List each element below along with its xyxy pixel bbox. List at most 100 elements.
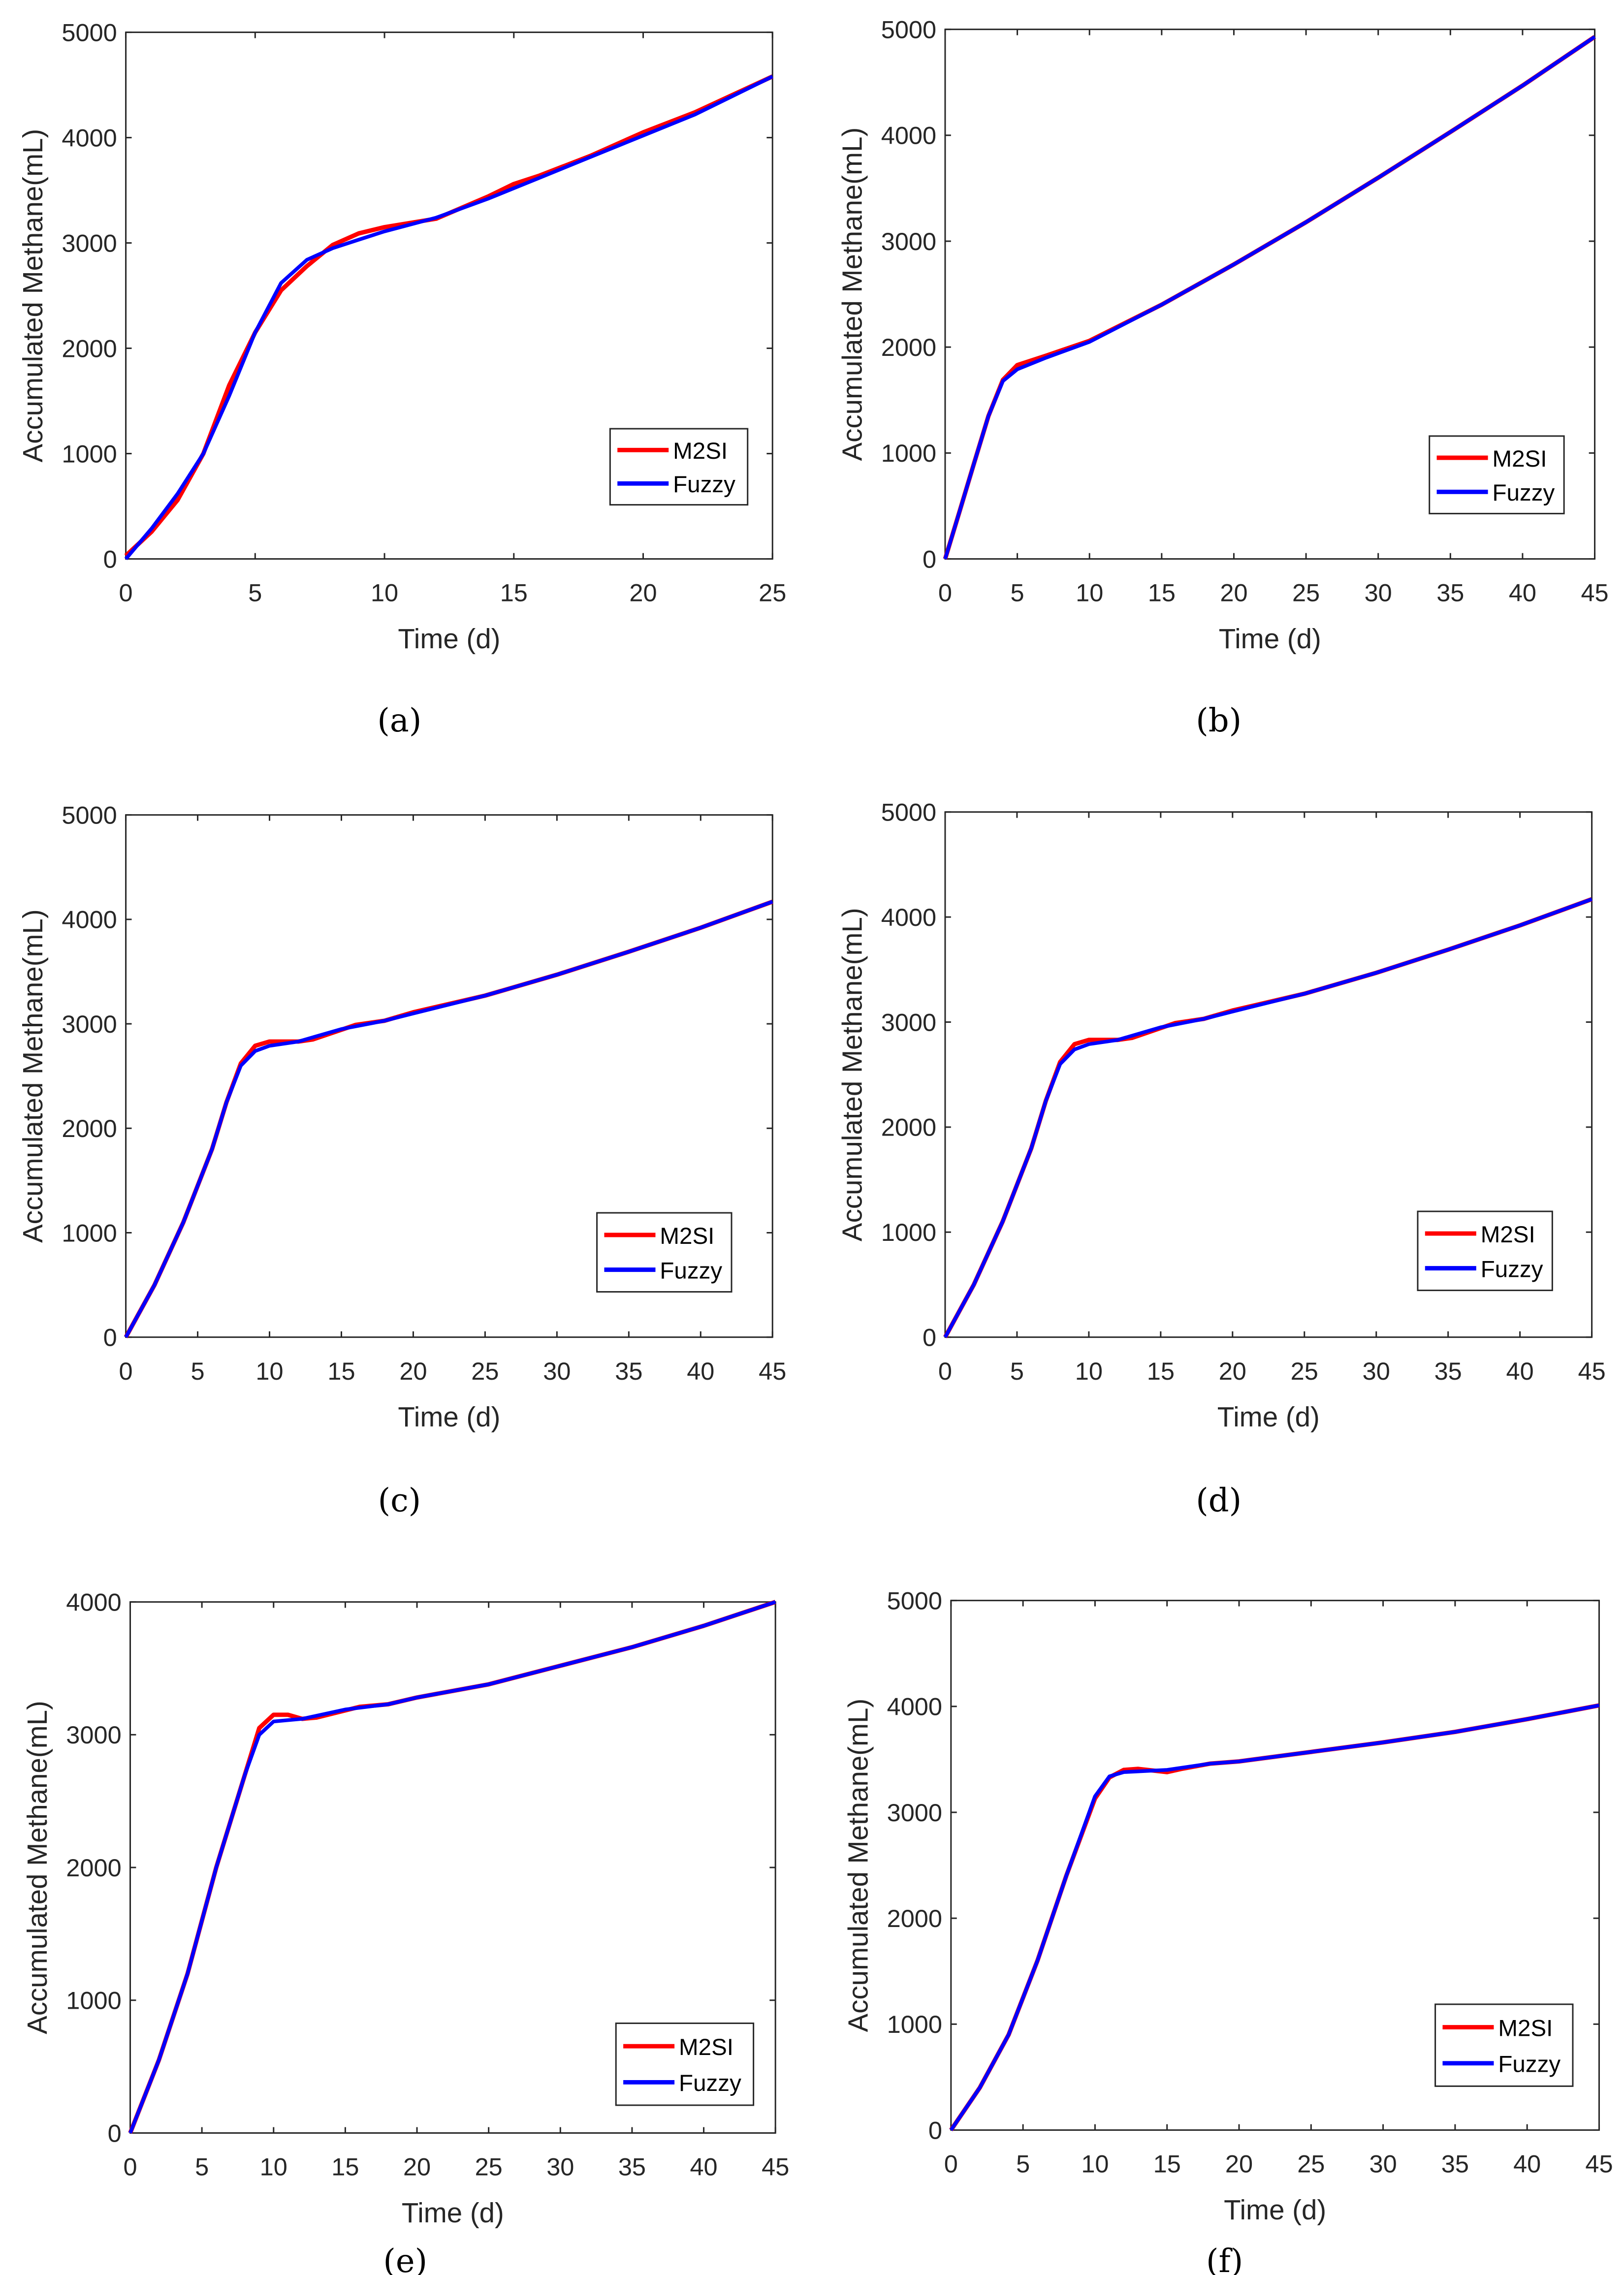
legend-label: Fuzzy	[1493, 480, 1555, 506]
x-axis-label: Time (d)	[1217, 1401, 1320, 1432]
x-tick-label: 10	[1081, 2150, 1109, 2178]
y-tick-label: 0	[928, 2116, 942, 2144]
legend-label: M2SI	[1493, 446, 1547, 472]
y-tick-label: 3000	[62, 229, 117, 257]
chart-panel-d: 0 5 10 15 20 25 30 35 40 45 0 1000 2000 3000 4000 5000 T…	[837, 798, 1606, 1519]
x-tick-label: 10	[371, 579, 398, 607]
y-axis-label: Accumulated Methane(mL)	[22, 1701, 53, 2034]
x-tick-label: 20	[403, 2153, 431, 2181]
x-axis-label: Time (d)	[398, 1401, 500, 1432]
x-tick-label: 35	[1436, 579, 1464, 607]
x-tick-label: 10	[255, 1357, 283, 1385]
series-line-fuzzy	[128, 1600, 776, 2134]
x-tick-label: 40	[687, 1357, 714, 1385]
x-tick-label: 25	[471, 1357, 499, 1385]
legend-box	[1429, 435, 1565, 514]
x-tick-label: 35	[1441, 2150, 1469, 2178]
y-tick-label: 4000	[66, 1588, 121, 1616]
x-tick-label: 25	[475, 2153, 503, 2181]
chart-panel-f: 0 5 10 15 20 25 30 35 40 45 0 1000 2000 3000 4000 5000 T…	[842, 1586, 1613, 2275]
y-tick-label: 1000	[62, 440, 117, 468]
x-tick-label: 20	[1225, 2150, 1253, 2178]
x-tick-label: 0	[119, 579, 133, 607]
legend-label: M2SI	[1498, 2015, 1553, 2041]
panel-caption: (f)	[1206, 2243, 1243, 2275]
legend: M2SI Fuzzy	[615, 2022, 755, 2106]
y-axis-label: Accumulated Methane(mL)	[837, 127, 868, 461]
y-axis-label: Accumulated Methane(mL)	[17, 129, 48, 463]
x-tick-label: 10	[1075, 1357, 1103, 1385]
y-tick-label: 3000	[881, 227, 936, 255]
legend: M2SI Fuzzy	[1429, 435, 1565, 514]
panel-caption: (b)	[1196, 702, 1242, 739]
x-tick-label: 20	[629, 579, 657, 607]
x-tick-label: 0	[938, 579, 952, 607]
x-tick-label: 30	[1365, 579, 1392, 607]
y-tick-label: 1000	[887, 2010, 942, 2038]
x-tick-label: 15	[1147, 1357, 1175, 1385]
y-tick-label: 5000	[62, 801, 117, 829]
y-tick-label: 4000	[887, 1693, 942, 1721]
legend-box	[1417, 1210, 1553, 1292]
y-tick-label: 0	[103, 545, 117, 573]
x-tick-label: 30	[1369, 2150, 1397, 2178]
legend-label: Fuzzy	[679, 2070, 741, 2096]
legend-label: M2SI	[673, 438, 728, 464]
panel-caption: (a)	[377, 702, 421, 739]
x-axis-label: Time (d)	[402, 2197, 504, 2228]
x-tick-label: 5	[1016, 2150, 1030, 2178]
x-tick-label: 25	[759, 579, 786, 607]
x-tick-label: 15	[500, 579, 528, 607]
x-tick-label: 15	[1153, 2150, 1181, 2178]
series-line-fuzzy	[943, 897, 1592, 1338]
x-tick-label: 5	[1010, 1357, 1024, 1385]
y-tick-label: 3000	[66, 1721, 121, 1749]
x-tick-label: 5	[1011, 579, 1024, 607]
x-tick-label: 5	[248, 579, 262, 607]
y-tick-label: 1000	[62, 1219, 117, 1247]
y-tick-label: 5000	[881, 798, 936, 826]
x-tick-label: 15	[331, 2153, 359, 2181]
y-tick-label: 5000	[62, 18, 117, 46]
series-line-fuzzy	[124, 900, 773, 1338]
x-tick-label: 40	[1513, 2150, 1541, 2178]
x-tick-label: 20	[1220, 579, 1247, 607]
y-tick-label: 0	[923, 545, 936, 573]
x-tick-label: 0	[123, 2153, 137, 2181]
legend-label: Fuzzy	[673, 472, 735, 498]
x-tick-label: 20	[1219, 1357, 1246, 1385]
series-line-fuzzy	[124, 75, 773, 560]
legend-box	[609, 428, 749, 506]
legend-box	[615, 2022, 755, 2106]
y-tick-label: 2000	[62, 1114, 117, 1142]
x-tick-label: 45	[1578, 1357, 1606, 1385]
x-tick-label: 10	[260, 2153, 287, 2181]
legend-label: M2SI	[660, 1223, 714, 1249]
x-tick-label: 40	[1509, 579, 1536, 607]
series-line-fuzzy	[949, 1704, 1600, 2131]
legend: M2SI Fuzzy	[609, 428, 749, 506]
y-tick-label: 5000	[881, 15, 936, 43]
legend-box	[1434, 2003, 1574, 2087]
x-tick-label: 35	[618, 2153, 646, 2181]
x-tick-label: 15	[1148, 579, 1176, 607]
legend-label: M2SI	[679, 2034, 733, 2060]
y-axis-label: Accumulated Methane(mL)	[17, 909, 48, 1243]
y-tick-label: 3000	[62, 1010, 117, 1038]
y-tick-label: 4000	[881, 122, 936, 150]
x-tick-label: 25	[1291, 1357, 1318, 1385]
x-tick-label: 20	[399, 1357, 427, 1385]
y-tick-label: 2000	[62, 334, 117, 362]
y-tick-label: 2000	[887, 1904, 942, 1932]
x-tick-label: 30	[546, 2153, 574, 2181]
y-tick-label: 1000	[881, 1218, 936, 1246]
x-tick-label: 25	[1292, 579, 1320, 607]
x-tick-label: 40	[690, 2153, 717, 2181]
legend-label: M2SI	[1481, 1222, 1535, 1248]
chart-panel-b: 0 5 10 15 20 25 30 35 40 45 0 1000 2000 3000 4000 5000 T…	[837, 15, 1609, 739]
x-tick-label: 45	[762, 2153, 789, 2181]
series-line-fuzzy	[943, 35, 1596, 560]
x-tick-label: 5	[195, 2153, 209, 2181]
x-tick-label: 15	[327, 1357, 355, 1385]
